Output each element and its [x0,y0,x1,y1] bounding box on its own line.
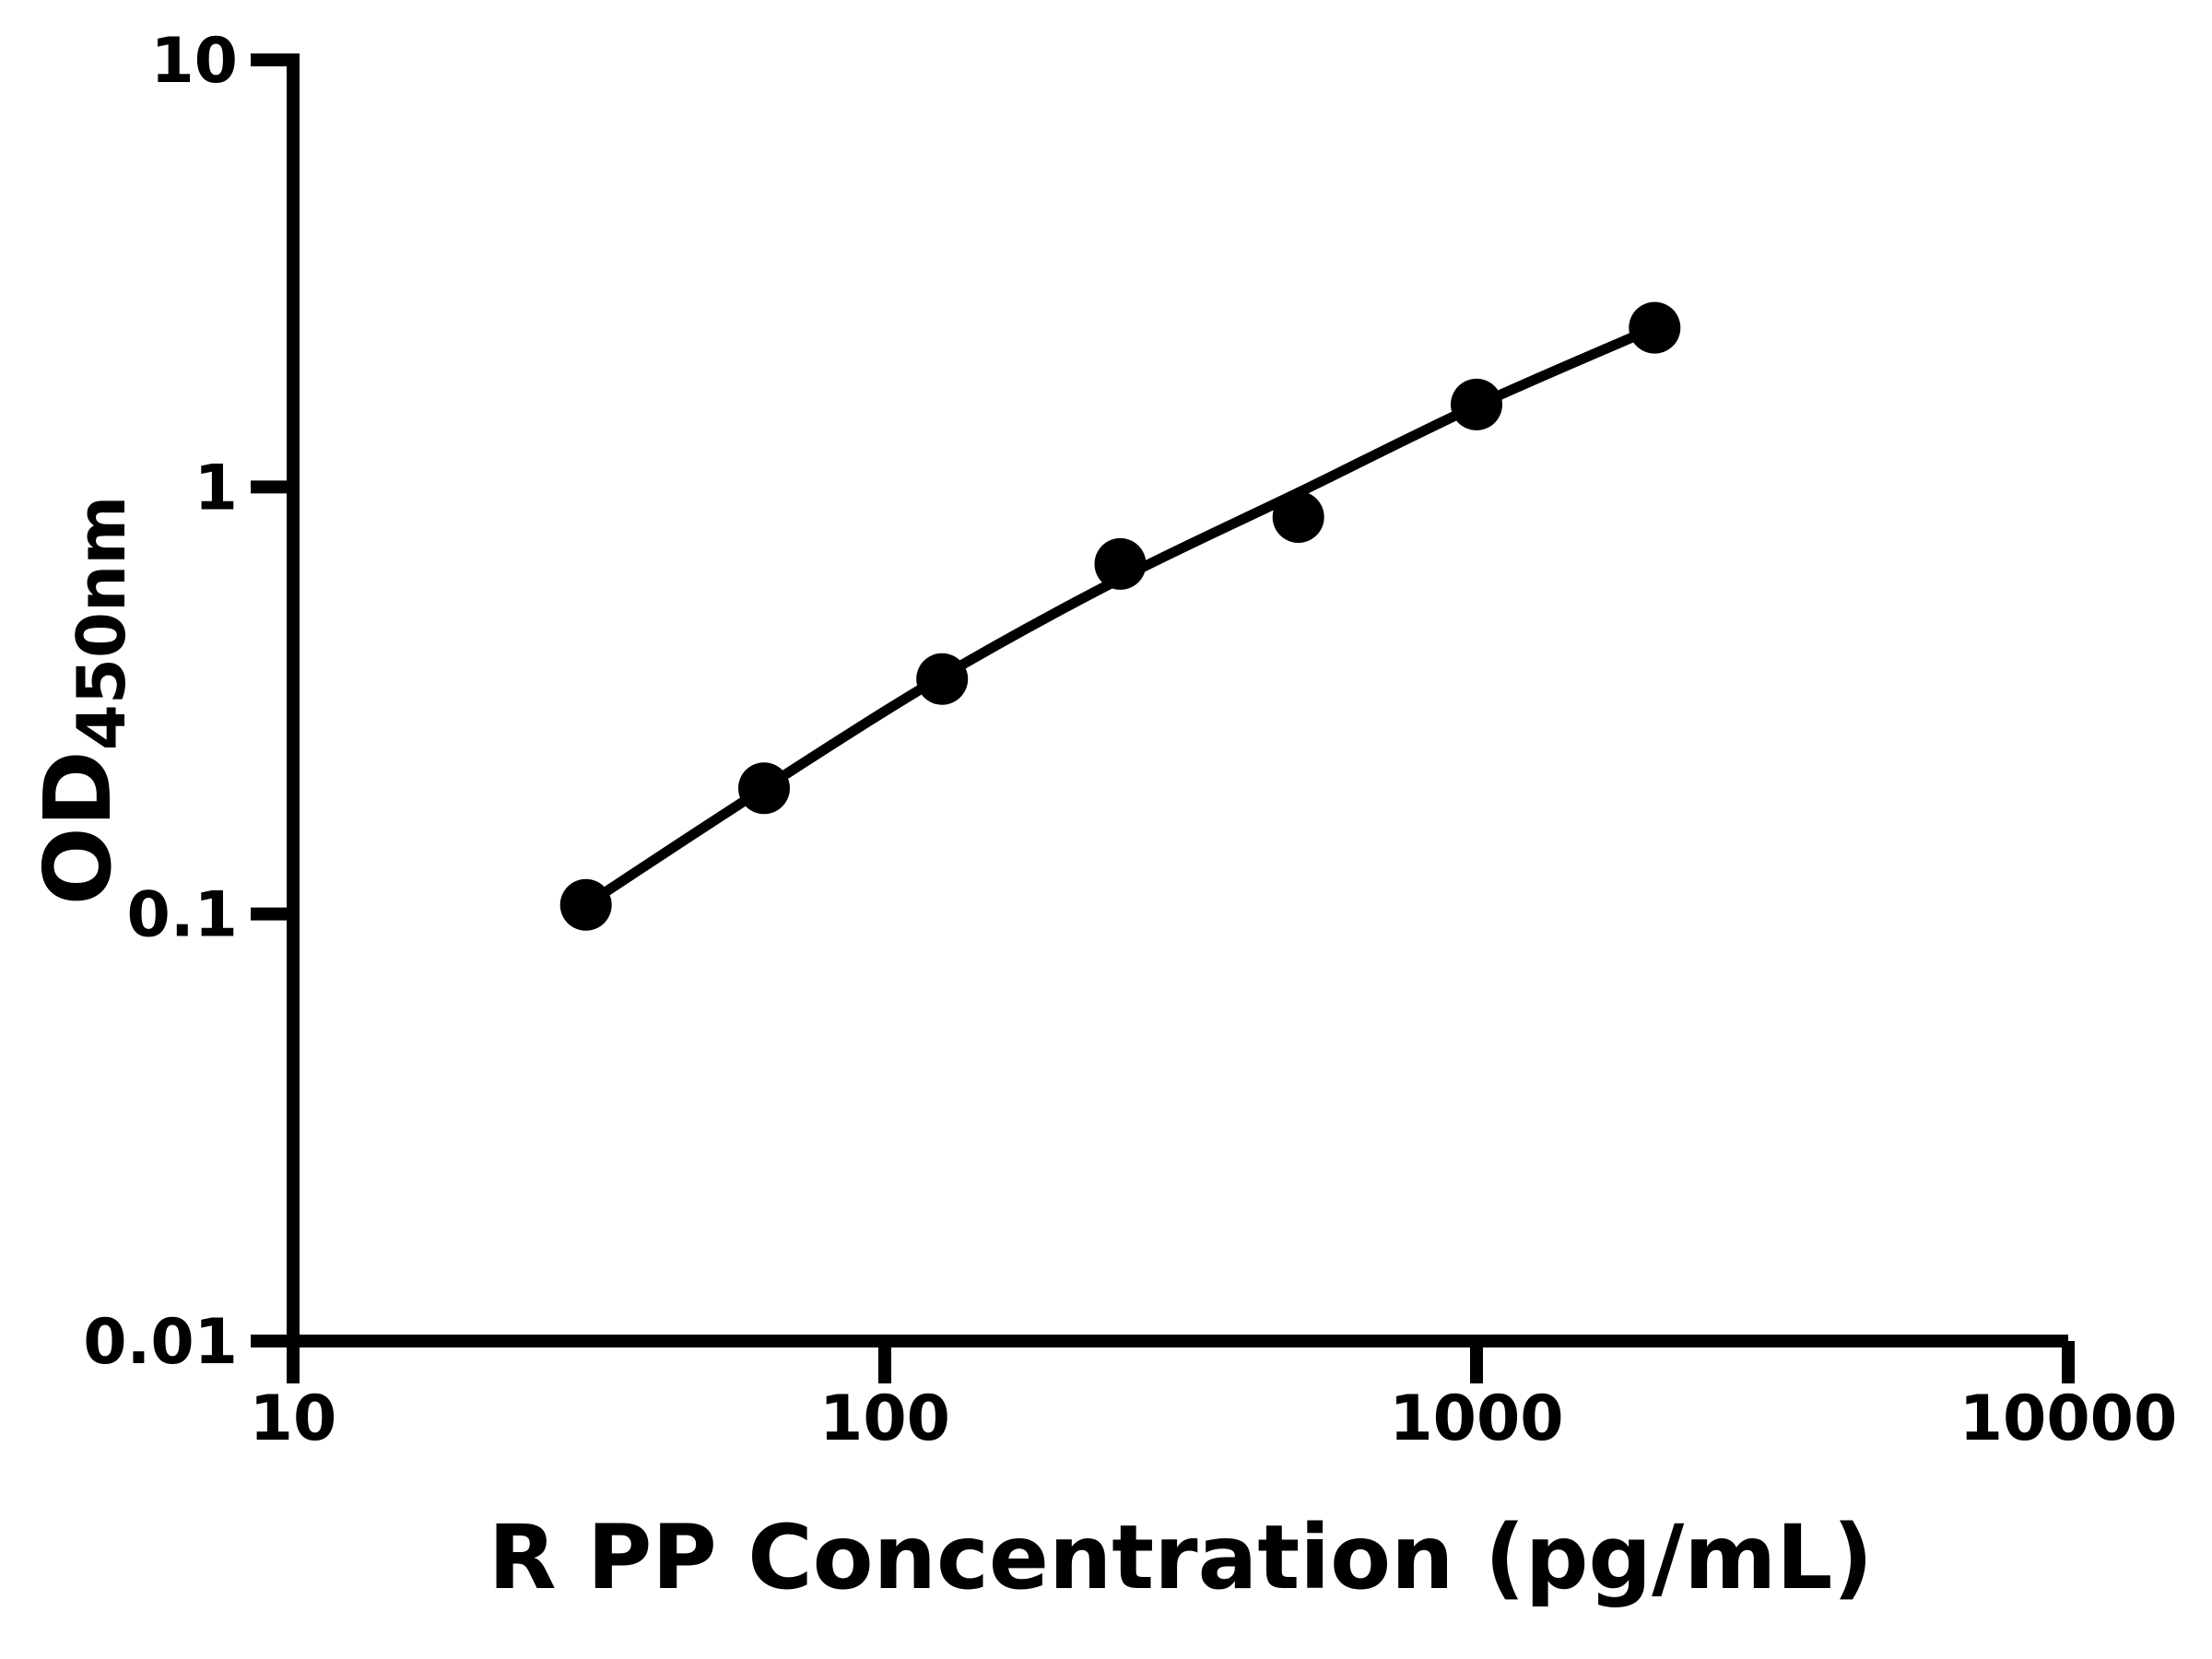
y-axis-title-main: OD [24,750,132,906]
data-point [1451,378,1502,430]
data-point [738,762,790,815]
y-axis-title: OD450nm [14,60,143,1341]
x-tick-label-1000: 1000 [1389,1382,1563,1455]
data-point [1629,301,1681,354]
y-axis-title-subscript: 450nm [63,495,140,751]
data-point [1094,537,1147,590]
x-tick-label-10000: 10000 [1959,1382,2178,1455]
y-tick-label-0.01: 0.01 [83,1306,238,1379]
data-point [1272,491,1324,543]
x-tick-label-10: 10 [250,1382,337,1455]
y-tick-label-0.1: 0.1 [127,879,238,952]
data-point [559,878,612,931]
y-tick-label-10: 10 [150,25,238,98]
y-tick-label-1: 1 [194,452,238,524]
x-axis-title: R PP Concentration (pg/mL) [488,1506,1874,1609]
x-tick-label-100: 100 [819,1382,950,1455]
data-point [916,653,969,705]
